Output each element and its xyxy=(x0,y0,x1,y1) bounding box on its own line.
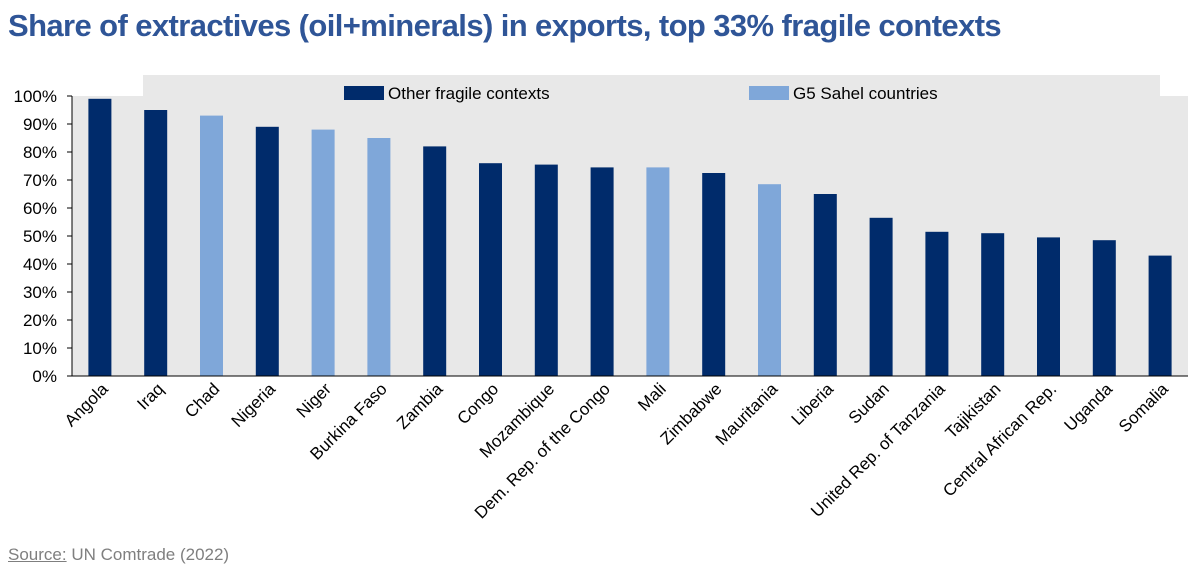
x-tick-label: Uganda xyxy=(1061,379,1117,435)
x-tick-label: Central African Rep. xyxy=(939,379,1060,500)
legend: Other fragile contexts G5 Sahel countries xyxy=(344,84,938,103)
plot-background-upper xyxy=(143,75,1160,96)
x-tick-label: Congo xyxy=(453,379,502,428)
x-tick-label: Angola xyxy=(61,379,112,430)
plot-background xyxy=(72,96,1188,376)
bar-sudan xyxy=(869,217,893,376)
x-tick-label: Mali xyxy=(634,379,669,414)
y-tick-label: 90% xyxy=(23,115,57,134)
bar-central-african-rep xyxy=(1037,237,1060,376)
y-axis: 0% 10% 20% 30% 40% 50% 60% 70% 80% 90% 100% xyxy=(14,87,73,386)
bar-iraq xyxy=(144,110,168,376)
y-tick-label: 40% xyxy=(23,255,57,274)
bar-dem-rep-of-the-congo xyxy=(590,167,614,376)
bar-burkina-faso xyxy=(367,138,391,376)
y-tick-label: 0% xyxy=(32,367,57,386)
source-text: UN Comtrade (2022) xyxy=(66,545,230,564)
x-tick-label: Chad xyxy=(181,379,223,421)
x-tick-label: Zambia xyxy=(393,379,447,433)
legend-swatch-g5 xyxy=(749,86,789,100)
bar-zimbabwe xyxy=(702,173,726,376)
bar-chad xyxy=(200,115,223,376)
source-label: Source: xyxy=(8,545,67,564)
legend-label-other: Other fragile contexts xyxy=(388,84,550,103)
x-tick-label: Nigeria xyxy=(228,379,280,431)
y-tick-label: 30% xyxy=(23,283,57,302)
y-tick-label: 100% xyxy=(14,87,57,106)
chart-title: Share of extractives (oil+minerals) in e… xyxy=(8,8,1002,43)
bar-zambia xyxy=(423,146,447,376)
y-tick-label: 10% xyxy=(23,339,57,358)
bar-liberia xyxy=(813,194,837,376)
y-tick-label: 50% xyxy=(23,227,57,246)
x-tick-label: Liberia xyxy=(788,379,838,429)
legend-swatch-other xyxy=(344,86,384,100)
bar-nigeria xyxy=(255,126,279,376)
bar-chart: 0% 10% 20% 30% 40% 50% 60% 70% 80% 90% 100% Angola… xyxy=(14,75,1188,522)
bar-mozambique xyxy=(534,164,558,376)
bars xyxy=(72,98,1188,377)
y-tick-label: 20% xyxy=(23,311,57,330)
x-tick-label: Iraq xyxy=(133,379,167,413)
bar-congo xyxy=(479,163,502,376)
bar-mali xyxy=(646,167,670,376)
bar-angola xyxy=(88,98,112,377)
x-tick-label: Sudan xyxy=(845,379,893,427)
bar-mauritania xyxy=(758,184,781,376)
bar-tajikistan xyxy=(981,233,1005,376)
x-tick-label: Somalia xyxy=(1115,379,1172,436)
y-tick-label: 80% xyxy=(23,143,57,162)
x-tick-label: Mauritania xyxy=(712,379,782,449)
legend-label-g5: G5 Sahel countries xyxy=(793,84,938,103)
bar-somalia xyxy=(1148,255,1172,376)
bar-uganda xyxy=(1092,240,1116,376)
x-tick-label: Niger xyxy=(293,379,335,421)
bar-united-rep-of-tanzania xyxy=(925,231,949,376)
y-tick-label: 60% xyxy=(23,199,57,218)
y-tick-label: 70% xyxy=(23,171,57,190)
bar-niger xyxy=(311,129,335,376)
source-note: Source: UN Comtrade (2022) xyxy=(8,545,229,565)
